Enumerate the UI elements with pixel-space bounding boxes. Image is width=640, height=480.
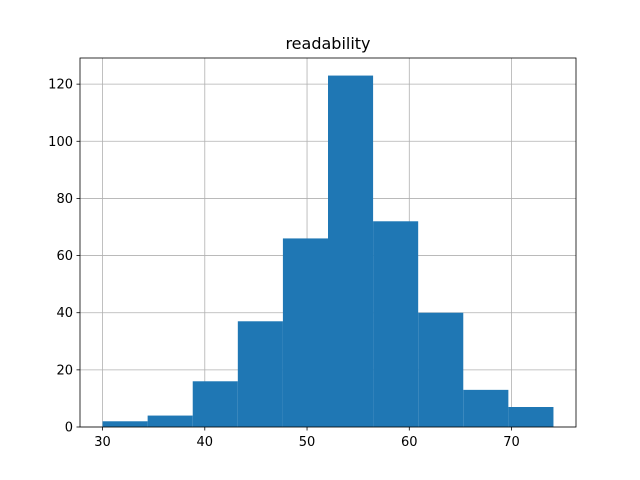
y-tick-label: 120 [48,78,73,93]
x-tick-label: 70 [503,435,520,450]
bar [147,415,193,427]
bar [508,407,554,427]
bar [237,321,283,427]
bar [282,238,328,427]
x-tick-label: 30 [94,435,111,450]
bar [328,75,374,428]
bar [192,381,238,427]
y-tick-label: 80 [56,192,73,207]
y-tick-label: 0 [65,421,73,436]
chart-title: readability [285,34,370,53]
y-tick-label: 40 [56,306,73,321]
axes-frame [79,57,577,428]
x-tick-label: 50 [299,435,316,450]
bar [418,312,464,427]
x-tick-label: 60 [401,435,418,450]
y-tick-label: 20 [56,363,73,378]
bar [102,421,148,427]
bars [102,75,554,428]
bar [463,389,509,427]
y-tick-label: 60 [56,249,73,264]
x-tick-label: 40 [197,435,214,450]
bar [373,221,419,427]
y-tick-label: 100 [48,135,73,150]
overlay: 0 20 40 60 80 100 120 30 40 50 60 70 [48,78,520,450]
